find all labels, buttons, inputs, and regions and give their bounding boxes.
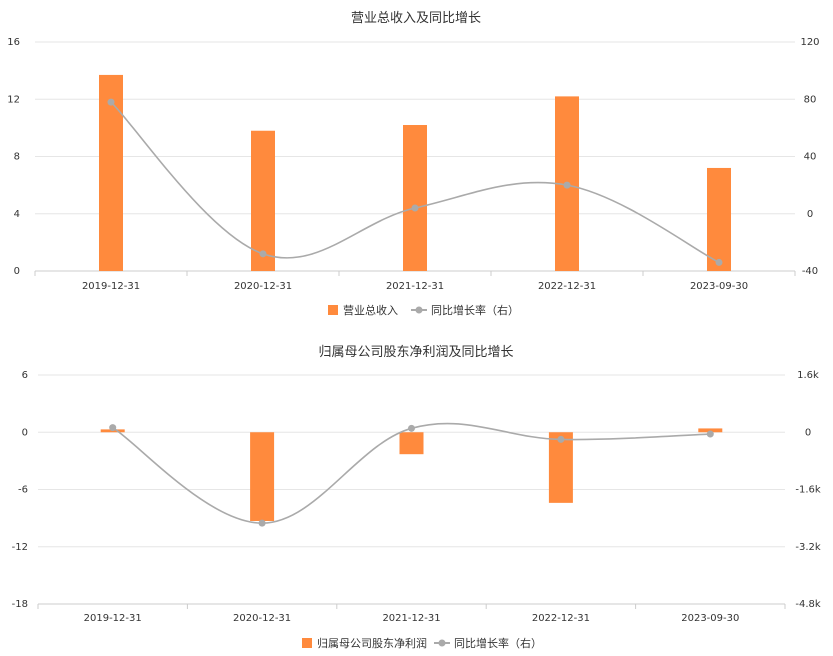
- square-icon: [328, 305, 338, 315]
- bar[interactable]: [403, 125, 427, 271]
- left-tick: 12: [7, 94, 20, 105]
- left-axis-ticks: 0 4 8 12 16: [7, 37, 20, 277]
- line-dot-icon: [415, 306, 423, 314]
- line-point[interactable]: [411, 204, 419, 212]
- revenue-chart: 营业总收入及同比增长 0 4 8 12 16 -40 0 40 80 120 2…: [7, 11, 819, 317]
- legend-label-bar: 营业总收入: [343, 303, 398, 317]
- x-tick: 2020-12-31: [234, 281, 292, 292]
- bar-series: [100, 428, 723, 521]
- line-point[interactable]: [557, 435, 565, 443]
- legend[interactable]: 营业总收入 同比增长率（右）: [328, 303, 519, 317]
- left-tick: 4: [14, 209, 20, 220]
- left-tick: -6: [18, 485, 28, 496]
- line-point[interactable]: [706, 430, 714, 438]
- bar[interactable]: [251, 130, 275, 271]
- x-tick: 2019-12-31: [84, 613, 142, 624]
- x-tick: 2022-12-31: [538, 281, 596, 292]
- right-tick: -40: [802, 266, 818, 277]
- legend-label-bar: 归属母公司股东净利润: [317, 636, 427, 650]
- line-series: [109, 422, 714, 527]
- grid-lines: [37, 374, 786, 609]
- right-tick: 0: [805, 427, 811, 438]
- net-profit-chart: 归属母公司股东净利润及同比增长 -18 -12 -6 0 6 -4.8k -3.…: [12, 345, 821, 650]
- growth-line: [112, 422, 711, 524]
- line-point[interactable]: [107, 98, 115, 106]
- right-tick: -3.2k: [795, 542, 821, 553]
- right-tick: -4.8k: [795, 599, 821, 610]
- x-axis-ticks: 2019-12-31 2020-12-31 2021-12-31 2022-12…: [84, 613, 740, 624]
- chart-title: 归属母公司股东净利润及同比增长: [318, 345, 513, 360]
- line-dot-icon: [438, 639, 446, 647]
- left-tick: 8: [14, 152, 20, 163]
- right-tick: 80: [804, 94, 817, 105]
- left-tick: 0: [22, 427, 28, 438]
- left-axis-ticks: -18 -12 -6 0 6: [12, 370, 28, 610]
- line-point[interactable]: [259, 250, 267, 258]
- line-point[interactable]: [258, 519, 266, 527]
- right-tick: 40: [804, 152, 817, 163]
- right-axis-ticks: -40 0 40 80 120: [800, 37, 819, 277]
- bar[interactable]: [250, 432, 275, 521]
- x-tick: 2022-12-31: [532, 613, 590, 624]
- line-series: [107, 98, 723, 266]
- right-tick: 0: [807, 209, 813, 220]
- line-point[interactable]: [715, 258, 723, 266]
- bar[interactable]: [399, 432, 424, 455]
- x-tick: 2021-12-31: [386, 281, 444, 292]
- line-point[interactable]: [563, 181, 571, 189]
- x-axis-ticks: 2019-12-31 2020-12-31 2021-12-31 2022-12…: [82, 281, 748, 292]
- legend-label-line: 同比增长率（右）: [454, 636, 542, 650]
- right-tick: 1.6k: [797, 370, 819, 381]
- bar[interactable]: [698, 428, 723, 433]
- x-tick: 2019-12-31: [82, 281, 140, 292]
- left-tick: 6: [22, 370, 28, 381]
- right-tick: 120: [800, 37, 819, 48]
- left-tick: -12: [12, 542, 28, 553]
- x-tick: 2023-09-30: [690, 281, 748, 292]
- chart-title: 营业总收入及同比增长: [351, 11, 481, 26]
- legend-label-line: 同比增长率（右）: [431, 303, 519, 317]
- x-tick: 2021-12-31: [382, 613, 440, 624]
- legend[interactable]: 归属母公司股东净利润 同比增长率（右）: [302, 636, 542, 650]
- square-icon: [302, 638, 312, 648]
- left-tick: 16: [7, 37, 20, 48]
- left-tick: -18: [12, 599, 28, 610]
- bar-series: [99, 74, 731, 271]
- right-tick: -1.6k: [795, 485, 821, 496]
- bar[interactable]: [99, 74, 123, 271]
- bar[interactable]: [707, 167, 731, 271]
- x-tick: 2020-12-31: [233, 613, 291, 624]
- bar[interactable]: [548, 432, 573, 503]
- left-tick: 0: [14, 266, 20, 277]
- line-point[interactable]: [408, 424, 415, 432]
- line-point[interactable]: [109, 424, 117, 432]
- right-axis-ticks: -4.8k -3.2k -1.6k 0 1.6k: [795, 370, 821, 610]
- x-tick: 2023-09-30: [681, 613, 739, 624]
